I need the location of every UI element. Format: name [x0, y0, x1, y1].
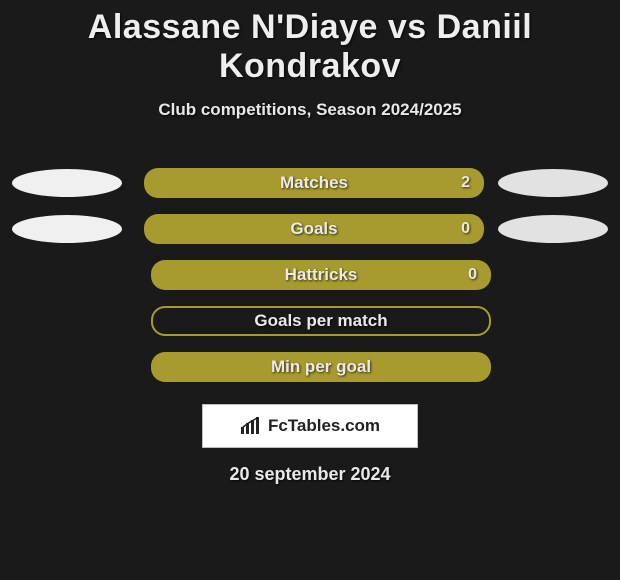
page-subtitle: Club competitions, Season 2024/2025	[0, 100, 620, 120]
date-line: 20 september 2024	[0, 464, 620, 485]
stat-rows: Matches2Goals0Hattricks0Goals per matchM…	[0, 160, 620, 390]
stat-value: 2	[461, 174, 470, 192]
stat-value: 0	[461, 220, 470, 238]
stat-label: Hattricks	[151, 265, 491, 285]
left-ellipse	[12, 169, 122, 197]
brand-chart-icon	[240, 417, 262, 435]
stat-bar: Min per goal	[151, 352, 491, 382]
brand-box: FcTables.com	[202, 404, 418, 448]
stat-bar: Hattricks0	[151, 260, 491, 290]
stat-label: Min per goal	[151, 357, 491, 377]
right-ellipse	[498, 215, 608, 243]
stat-bar: Matches2	[144, 168, 484, 198]
stat-value: 0	[468, 266, 477, 284]
stat-row: Matches2	[0, 160, 620, 206]
stat-bar: Goals per match	[151, 306, 491, 336]
right-ellipse	[498, 169, 608, 197]
left-ellipse	[12, 215, 122, 243]
stat-row: Hattricks0	[0, 252, 620, 298]
stat-bar: Goals0	[144, 214, 484, 244]
stat-label: Matches	[144, 173, 484, 193]
stat-label: Goals per match	[153, 311, 489, 331]
stat-row: Goals0	[0, 206, 620, 252]
stat-label: Goals	[144, 219, 484, 239]
brand-text: FcTables.com	[268, 416, 380, 436]
brand-label: FcTables.com	[240, 416, 380, 436]
stat-row: Goals per match	[0, 298, 620, 344]
page-title: Alassane N'Diaye vs Daniil Kondrakov	[0, 0, 620, 86]
stat-row: Min per goal	[0, 344, 620, 390]
